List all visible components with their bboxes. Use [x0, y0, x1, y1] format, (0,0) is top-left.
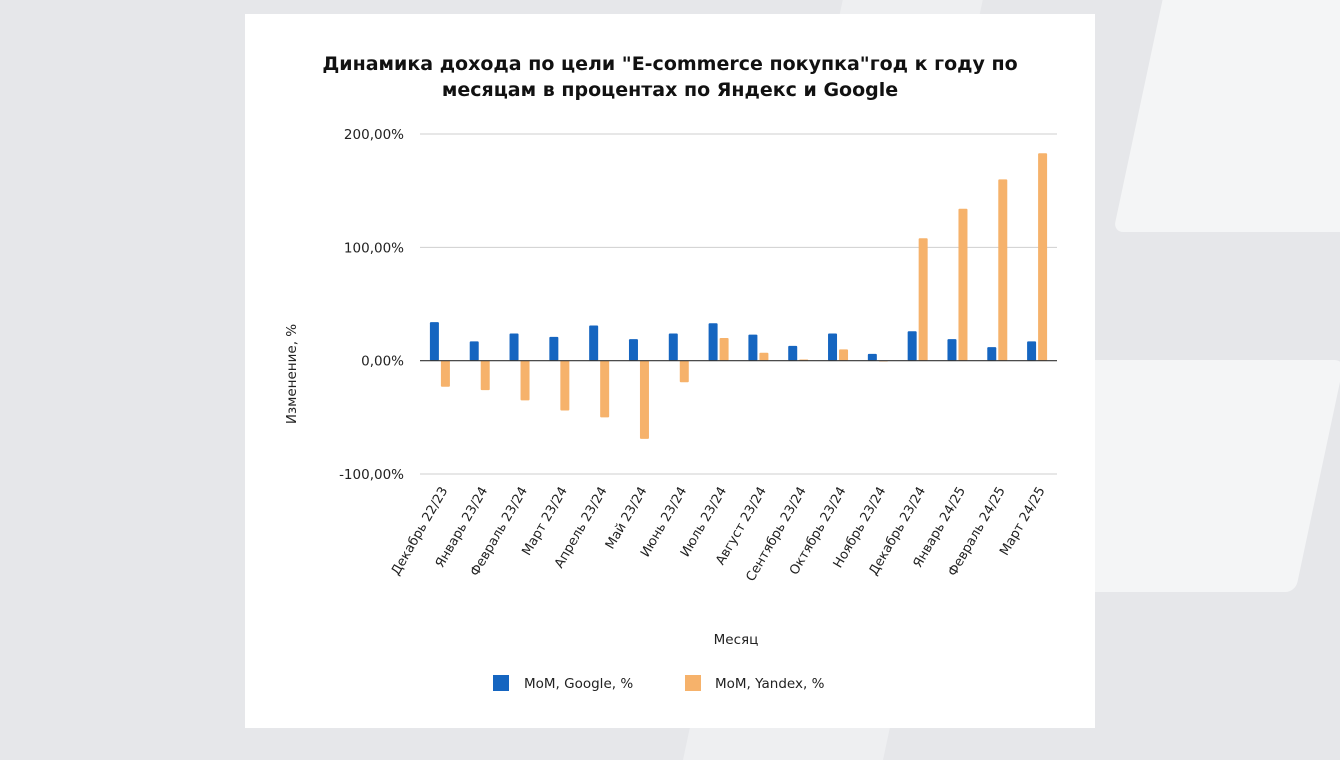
- bar-google: [628, 339, 638, 361]
- bar-google: [469, 341, 479, 361]
- legend: MoM, Google, % MoM, Yandex, %: [493, 675, 825, 692]
- bar-google: [907, 331, 917, 361]
- bar-yandex: [440, 360, 450, 387]
- bar-google: [828, 333, 838, 361]
- bar-google: [708, 323, 718, 361]
- bar-yandex: [639, 360, 649, 439]
- legend-swatch-google: [493, 675, 509, 691]
- bar-google: [509, 333, 519, 361]
- bar-yandex: [998, 179, 1008, 361]
- chart-title-line-2: месяцам в процентах по Яндекс и Google: [442, 79, 898, 101]
- bar-yandex: [520, 360, 530, 401]
- bar-yandex: [719, 338, 729, 361]
- bar-yandex: [480, 360, 490, 391]
- bar-yandex: [958, 208, 968, 361]
- bar-google: [987, 347, 997, 361]
- gridlines: [420, 133, 1057, 475]
- bar-google: [668, 333, 678, 361]
- bar-yandex: [600, 360, 610, 418]
- bar-google: [429, 322, 439, 361]
- legend-swatch-yandex: [685, 675, 701, 691]
- bar-yandex: [1038, 153, 1048, 361]
- bar-google: [867, 353, 877, 361]
- y-tick-label: -100,00%: [339, 467, 404, 483]
- bar-yandex: [759, 352, 769, 361]
- y-tick-label: 0,00%: [361, 354, 404, 370]
- bar-google: [589, 325, 599, 361]
- background-decoration: [1113, 0, 1340, 232]
- bar-google: [748, 334, 758, 361]
- y-tick-label: 200,00%: [344, 127, 404, 143]
- legend-label-yandex: MoM, Yandex, %: [715, 676, 825, 692]
- x-axis-label: Месяц: [714, 632, 759, 648]
- y-axis-ticks: -100,00% 0,00% 100,00% 200,00%: [339, 127, 404, 483]
- chart-title-line-1: Динамика дохода по цели "E-commerce поку…: [322, 53, 1017, 75]
- bar-yandex: [839, 349, 849, 361]
- bar-google: [1027, 341, 1037, 361]
- legend-label-google: MoM, Google, %: [524, 676, 633, 692]
- bar-yandex: [560, 360, 570, 411]
- bar-google: [788, 345, 798, 361]
- y-tick-label: 100,00%: [344, 240, 404, 256]
- bar-yandex: [918, 238, 928, 361]
- bar-yandex: [679, 360, 689, 383]
- bar-google: [947, 339, 957, 361]
- bars: [429, 153, 1048, 439]
- bar-google: [549, 336, 559, 361]
- chart-card: Динамика дохода по цели "E-commerce поку…: [245, 14, 1095, 728]
- bar-chart: Динамика дохода по цели "E-commerce поку…: [284, 53, 1057, 692]
- y-axis-label: Изменение, %: [284, 324, 300, 424]
